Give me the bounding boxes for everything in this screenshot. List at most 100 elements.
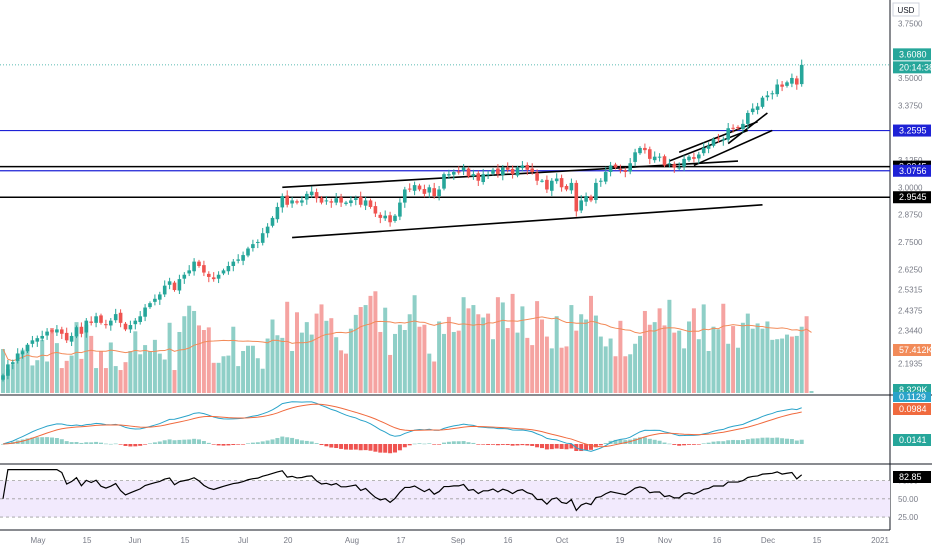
- macd-histogram-bar: [304, 440, 309, 444]
- volume-bar: [167, 322, 172, 393]
- signal-label-box: [893, 403, 931, 415]
- price-tick-label: 2.6250: [898, 265, 923, 274]
- candle-body: [143, 307, 147, 317]
- candle-body: [74, 327, 79, 337]
- volume-bar: [368, 295, 373, 393]
- currency-badge[interactable]: [892, 2, 920, 17]
- macd-pane[interactable]: [1, 401, 804, 454]
- volume-bar: [525, 337, 530, 393]
- volume-bar: [275, 335, 280, 393]
- candle-body: [427, 187, 432, 193]
- macd-histogram-bar: [701, 443, 706, 444]
- histogram-label: 0.0141: [899, 435, 927, 445]
- macd-histogram-bar: [775, 437, 780, 444]
- volume-bar: [672, 332, 677, 393]
- volume-bar: [231, 326, 236, 393]
- volume-bar: [593, 315, 598, 393]
- macd-histogram-bar: [255, 442, 260, 444]
- macd-histogram-bar: [167, 439, 172, 444]
- macd-histogram-bar: [691, 444, 696, 445]
- macd-histogram-bar: [118, 444, 123, 445]
- candle-body: [275, 206, 280, 220]
- volume-bar: [481, 317, 486, 393]
- candle-body: [197, 261, 201, 266]
- candle-body: [99, 315, 103, 323]
- candle-body: [726, 128, 730, 140]
- macd-histogram-bar: [1, 444, 5, 445]
- candle-body: [1, 375, 5, 380]
- candle-body: [510, 168, 515, 175]
- candle-body: [692, 157, 696, 159]
- volume-bar: [579, 314, 584, 393]
- macd-histogram-bar: [241, 444, 246, 445]
- rsi-pane[interactable]: [0, 469, 890, 518]
- volume-bar: [363, 305, 368, 393]
- candle-body: [721, 139, 726, 141]
- signal-line: [2, 403, 802, 448]
- volume-bar: [329, 318, 334, 393]
- volume-bar: [353, 314, 358, 393]
- price-pane[interactable]: [0, 59, 890, 393]
- candle-body: [682, 158, 686, 167]
- macd-histogram-bar: [94, 441, 99, 444]
- candle-body: [344, 202, 348, 204]
- candle-body: [11, 362, 15, 364]
- candle-body: [515, 167, 520, 176]
- candle-body: [265, 226, 270, 234]
- time-tick-label: 2021: [871, 536, 889, 545]
- macd-histogram-bar: [172, 440, 177, 444]
- price-tick-label: 3.3750: [898, 101, 923, 110]
- volume-bar: [736, 347, 740, 393]
- candle-body: [496, 168, 500, 175]
- macd-histogram-bar: [755, 438, 760, 444]
- candle-body: [662, 156, 667, 166]
- volume-bar: [236, 366, 241, 393]
- macd-histogram-bar: [197, 439, 201, 444]
- volume-bar: [299, 332, 304, 393]
- price-tick-label: 3.1250: [898, 156, 923, 165]
- volume-bar: [603, 346, 608, 393]
- macd-histogram-bar: [84, 442, 89, 444]
- volume-bar: [30, 365, 35, 393]
- time-tick-label: Aug: [345, 536, 359, 545]
- macd-histogram-bar: [162, 440, 167, 444]
- volume-bar: [495, 297, 500, 393]
- volume-bar: [515, 332, 520, 393]
- macd-histogram-bar: [40, 437, 45, 444]
- volume-bar: [339, 350, 344, 393]
- volume-bar: [10, 364, 15, 393]
- macd-histogram-bar: [221, 444, 226, 446]
- candle-body: [432, 188, 436, 197]
- candle-body: [162, 285, 167, 295]
- candle-body: [236, 259, 240, 261]
- volume-bar: [505, 328, 510, 393]
- macd-histogram-bar: [295, 439, 299, 444]
- macd-histogram-bar: [290, 437, 295, 444]
- macd-histogram-bar: [182, 439, 187, 444]
- candle-body: [69, 335, 74, 342]
- volume-bar: [716, 329, 721, 393]
- candle-body: [363, 200, 368, 206]
- macd-histogram-bar: [79, 442, 84, 444]
- candle-body: [64, 332, 69, 341]
- candle-body: [746, 112, 750, 124]
- candle-body: [677, 167, 681, 169]
- price-tick-label: 2.1935: [898, 360, 923, 369]
- macd-histogram-bar: [579, 444, 584, 452]
- macd-histogram-bar: [721, 441, 726, 444]
- volume-bar: [250, 345, 255, 393]
- macd-histogram-bar: [770, 437, 775, 444]
- volume-bar: [618, 320, 623, 393]
- volume-bar: [280, 337, 285, 393]
- price-label: 2.9545: [899, 192, 927, 202]
- candle-body: [167, 281, 172, 285]
- currency-label: USD: [898, 6, 915, 15]
- volume-bar: [319, 304, 324, 393]
- volume-bar: [192, 310, 197, 393]
- macd-histogram-bar: [451, 441, 456, 444]
- macd-histogram-bar: [152, 442, 157, 444]
- volume-bar: [486, 313, 491, 393]
- volume-bar: [647, 324, 652, 393]
- volume-bar: [128, 351, 133, 393]
